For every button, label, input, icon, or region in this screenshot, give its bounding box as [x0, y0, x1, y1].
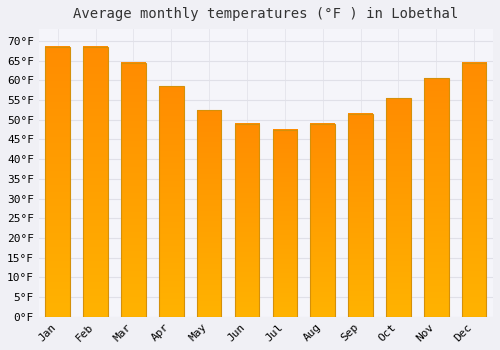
Bar [46, 47, 70, 317]
Bar [84, 47, 108, 317]
Bar [424, 78, 448, 317]
Bar [197, 110, 222, 317]
Bar [121, 63, 146, 317]
Bar [348, 114, 373, 317]
Bar [462, 63, 486, 317]
Bar [159, 86, 184, 317]
Bar [234, 124, 260, 317]
Bar [310, 124, 335, 317]
Bar [272, 130, 297, 317]
Bar [386, 98, 410, 317]
Title: Average monthly temperatures (°F ) in Lobethal: Average monthly temperatures (°F ) in Lo… [74, 7, 458, 21]
